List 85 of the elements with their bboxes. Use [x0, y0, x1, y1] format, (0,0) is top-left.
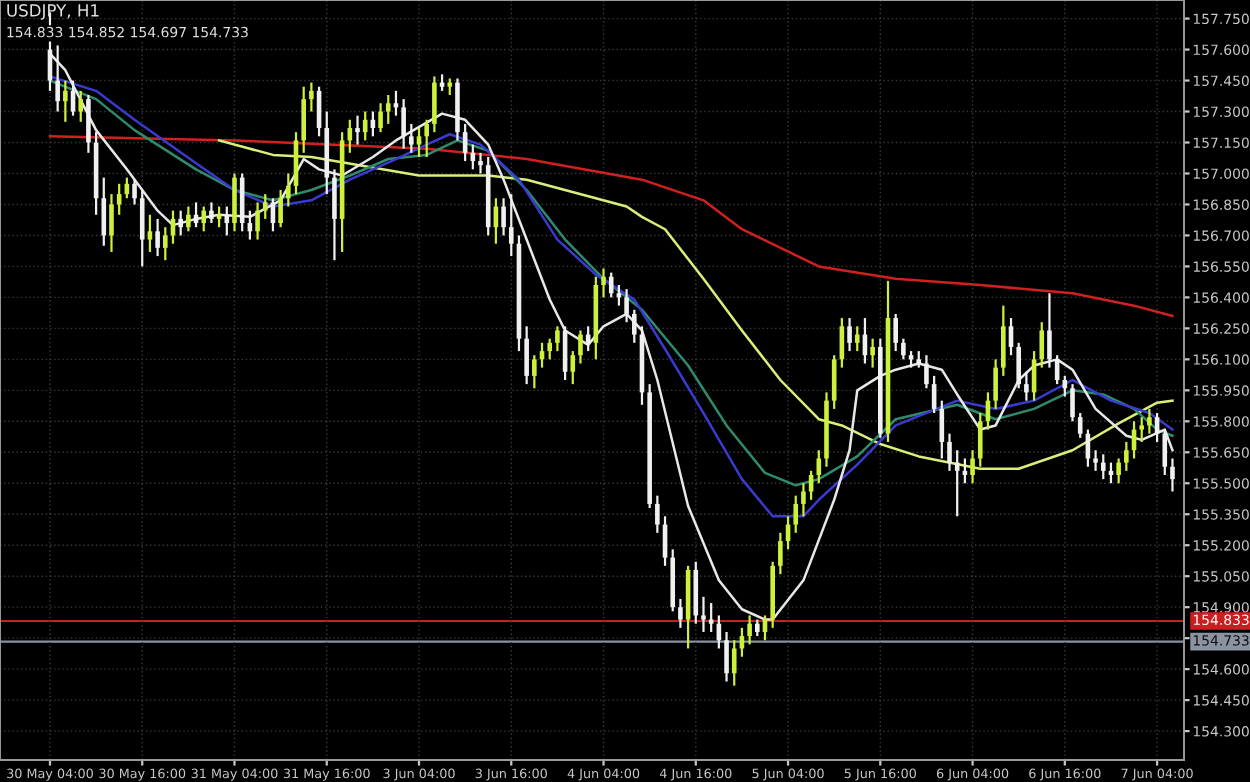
candlestick [1162, 428, 1168, 477]
candlestick [224, 205, 230, 237]
candlestick [724, 630, 729, 683]
line-series [48, 135, 1174, 318]
candlestick [278, 188, 283, 229]
candlestick [924, 354, 929, 390]
candlestick [793, 494, 799, 534]
candlestick [608, 271, 614, 299]
candlestick [601, 267, 606, 299]
candlestick [578, 329, 583, 365]
candlestick [1039, 321, 1045, 369]
candlestick [178, 209, 183, 237]
candlestick [147, 213, 153, 254]
candlestick [547, 337, 553, 361]
candlestick [501, 197, 506, 237]
candlestick [301, 85, 306, 154]
candlestick [947, 432, 952, 472]
candlestick [139, 188, 145, 268]
candlestick [778, 531, 783, 576]
candlestick [655, 494, 660, 534]
candlestick [186, 205, 191, 233]
candlestick [532, 354, 537, 390]
candlestick [1170, 457, 1175, 493]
candlestick [1047, 292, 1052, 369]
candlestick [993, 358, 998, 411]
candlestick [416, 126, 422, 159]
candlestick [86, 93, 91, 154]
candlestick [731, 639, 737, 687]
candlestick [109, 193, 114, 254]
candlestick [432, 75, 437, 134]
candlestick [78, 89, 84, 123]
candlestick [816, 449, 822, 485]
candlestick [508, 193, 514, 258]
chart-title: USDJPY, H1 [7, 4, 99, 20]
candlestick [286, 172, 291, 208]
candlestick [362, 110, 368, 142]
candlestick [631, 308, 637, 344]
candlestick [1147, 407, 1152, 435]
candlestick [201, 205, 207, 233]
candlestick [332, 168, 337, 262]
candlestick [624, 288, 629, 324]
candlestick [355, 114, 360, 146]
candlestick [1116, 457, 1121, 485]
candlestick [385, 93, 391, 126]
candlestick [747, 614, 752, 646]
candlestick [970, 449, 975, 485]
line-series [217, 139, 1174, 471]
candlestick [801, 482, 806, 518]
candlestick [155, 217, 160, 258]
candlestick [1024, 370, 1029, 402]
candlestick [870, 337, 875, 369]
candlestick [977, 411, 983, 468]
candlestick [701, 595, 706, 634]
candlestick [1139, 416, 1145, 444]
candlestick [1077, 411, 1083, 439]
candlestick [262, 193, 268, 221]
candlestick [893, 312, 898, 353]
candlestick [409, 122, 414, 154]
candlestick [1124, 440, 1129, 472]
candlestick [1100, 453, 1106, 481]
candlestick [524, 325, 529, 386]
candlestick [1070, 383, 1075, 423]
candlestick [63, 79, 68, 123]
candlestick [854, 325, 860, 353]
candlestick [478, 151, 483, 175]
candlestick [378, 102, 383, 134]
candlestick [101, 176, 107, 247]
candlestick [309, 81, 314, 113]
candlestick [901, 337, 906, 361]
candlestick [401, 98, 406, 150]
candlestick [847, 316, 852, 353]
candlestick [209, 201, 214, 225]
candlestick [1001, 304, 1006, 377]
candlestick [678, 597, 683, 629]
candlestick [132, 178, 137, 206]
candlestick [162, 226, 168, 262]
candlestick [424, 118, 430, 159]
candlestick [1093, 449, 1098, 472]
candlestick [693, 560, 699, 625]
candlestick [232, 172, 237, 233]
candlestick [555, 325, 560, 353]
candlestick [954, 449, 960, 518]
candlestick [255, 201, 260, 241]
candlestick [570, 349, 576, 386]
candlestick [1016, 341, 1022, 390]
